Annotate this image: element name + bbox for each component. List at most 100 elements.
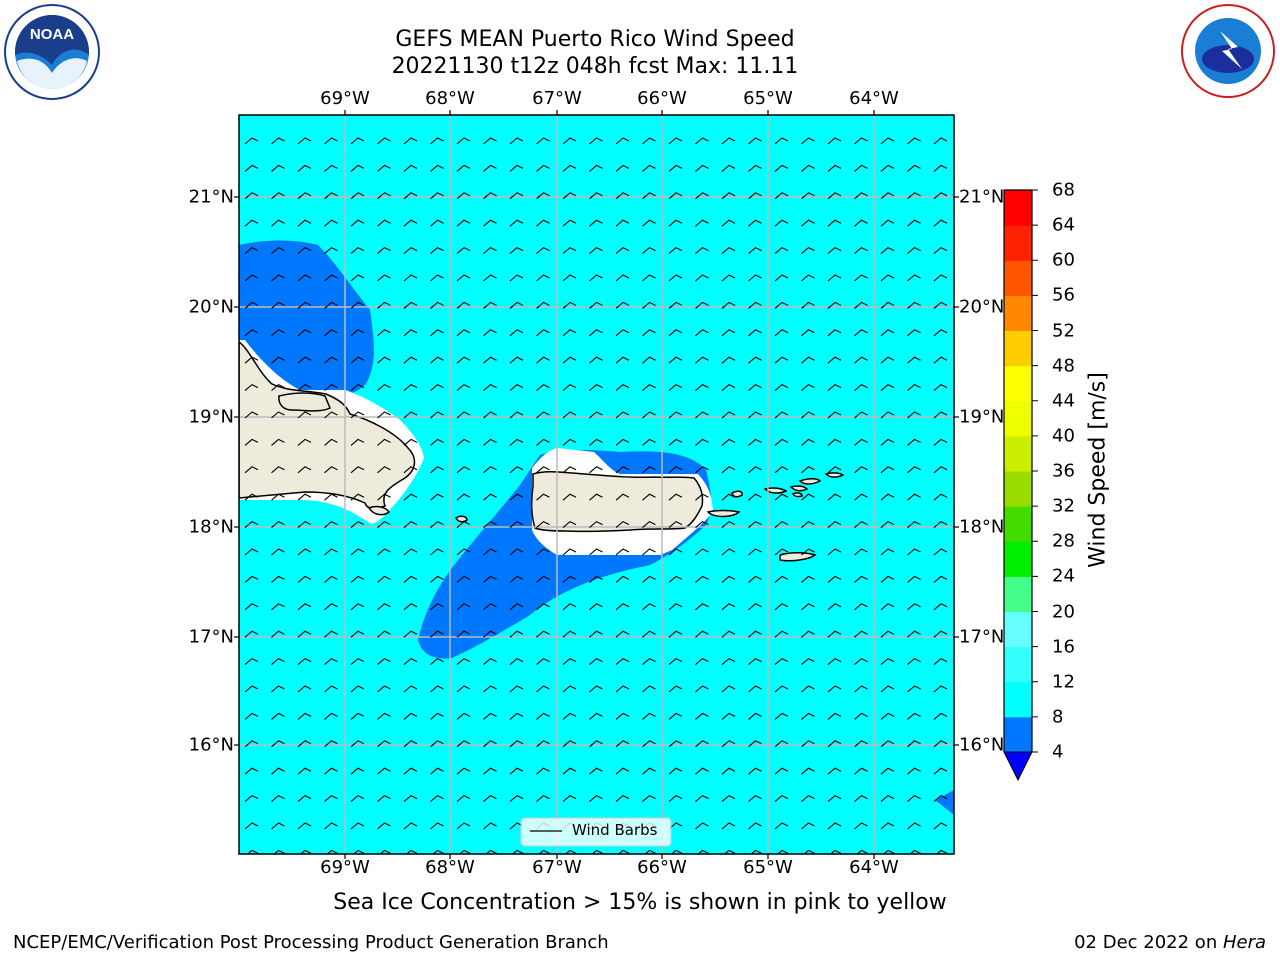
left-lat-label: 20°N <box>188 296 234 318</box>
wind-barb <box>377 192 391 200</box>
wind-barb <box>430 356 444 364</box>
wind-barb <box>377 603 391 611</box>
wind-barb <box>483 383 497 392</box>
wind-barb <box>562 685 577 693</box>
wind-barb <box>829 849 842 854</box>
land-culebra <box>731 490 743 498</box>
wind-barb <box>774 466 789 474</box>
wind-barb <box>615 192 630 200</box>
wind-barb <box>430 548 444 556</box>
wind-barb <box>350 822 365 830</box>
wind-barb <box>933 356 948 364</box>
wind-barb <box>642 274 656 282</box>
wind-barb <box>854 822 868 830</box>
colorbar-band <box>1004 646 1032 683</box>
wind-barb <box>430 712 444 720</box>
wind-barb <box>748 630 762 638</box>
wind-barb <box>377 301 391 309</box>
left-lat-label: 21°N <box>188 186 234 208</box>
wind-barb <box>642 603 656 611</box>
wind-barb <box>509 438 524 446</box>
wind-barb <box>536 520 550 529</box>
colorbar-band <box>1004 435 1032 472</box>
wind-barb <box>774 493 789 501</box>
colorbar-tick-label: 40 <box>1052 425 1075 447</box>
wind-barb <box>907 164 921 172</box>
wind-barb <box>271 794 285 803</box>
wind-barb <box>748 192 762 200</box>
wind-barb <box>350 767 365 775</box>
wind-barb <box>695 520 709 529</box>
wind-barb <box>642 575 656 583</box>
wind-barb <box>297 520 312 529</box>
wind-barb <box>695 192 709 200</box>
wind-barb <box>721 438 736 446</box>
wind-barb <box>483 630 497 638</box>
wind-barb <box>562 356 577 364</box>
colorbar-tick-label: 64 <box>1052 214 1075 236</box>
wind-barb <box>854 164 868 172</box>
wind-barb <box>748 356 762 364</box>
wind-barb <box>748 466 762 474</box>
wind-barb <box>880 740 895 748</box>
wind-barb <box>695 411 709 419</box>
wind-barb <box>933 822 948 830</box>
colorbar-band <box>1004 400 1032 437</box>
colorbar-band <box>1004 506 1032 542</box>
wind-barb <box>324 246 338 255</box>
wind-barb <box>324 630 338 638</box>
wind-barb <box>668 137 683 145</box>
colorbar-band <box>1004 260 1032 296</box>
wind-barb <box>615 794 630 803</box>
wind-barb <box>721 712 736 720</box>
wind-barb <box>933 301 948 309</box>
wind-barb <box>695 438 709 446</box>
wind-barb <box>430 438 444 446</box>
wind-barb <box>562 411 577 419</box>
land-virgin-islands-st-john <box>789 485 809 492</box>
wind-barb <box>483 493 497 501</box>
wind-barb <box>748 137 762 145</box>
wind-barb <box>456 438 471 446</box>
wind-barb <box>854 438 868 446</box>
wind-barb <box>774 219 789 227</box>
wind-barb <box>854 767 868 775</box>
wind-barb <box>509 603 524 611</box>
wind-barb <box>324 274 338 282</box>
wind-barb <box>483 438 497 446</box>
wind-barb <box>907 192 921 200</box>
wind-barb <box>774 246 789 255</box>
land-hispaniola <box>239 341 416 509</box>
wind-barb <box>244 356 259 364</box>
wind-barb <box>244 603 259 611</box>
colorbar-tick-label: 16 <box>1052 636 1075 658</box>
wind-barb <box>748 246 762 255</box>
wind-barb <box>615 740 630 748</box>
wind-barb <box>748 438 762 446</box>
wind-barb <box>403 630 418 638</box>
nws-logo <box>1181 4 1275 98</box>
wind-barb <box>748 740 762 748</box>
wind-barb <box>509 301 524 309</box>
wind-barb <box>403 794 418 803</box>
wind-barb <box>854 274 868 282</box>
wind-barb <box>403 137 418 145</box>
wind-barb <box>456 466 471 474</box>
colorbar-band <box>1004 190 1032 226</box>
wind-barb <box>403 438 418 446</box>
wind-barb <box>244 274 259 282</box>
wind-barb <box>933 164 948 172</box>
wind-barb <box>297 685 312 693</box>
wind-barb <box>774 329 789 337</box>
wind-barb <box>403 520 418 529</box>
wind-barb <box>748 685 762 693</box>
wind-barb <box>721 630 736 638</box>
wind-barb <box>509 192 524 200</box>
map-frame <box>238 114 955 855</box>
wind-barb <box>748 301 762 309</box>
wind-barb <box>509 137 524 145</box>
wind-barb <box>695 329 709 337</box>
wind-barb <box>748 329 762 337</box>
wind-barb <box>668 329 683 337</box>
wind-barb <box>244 575 259 583</box>
